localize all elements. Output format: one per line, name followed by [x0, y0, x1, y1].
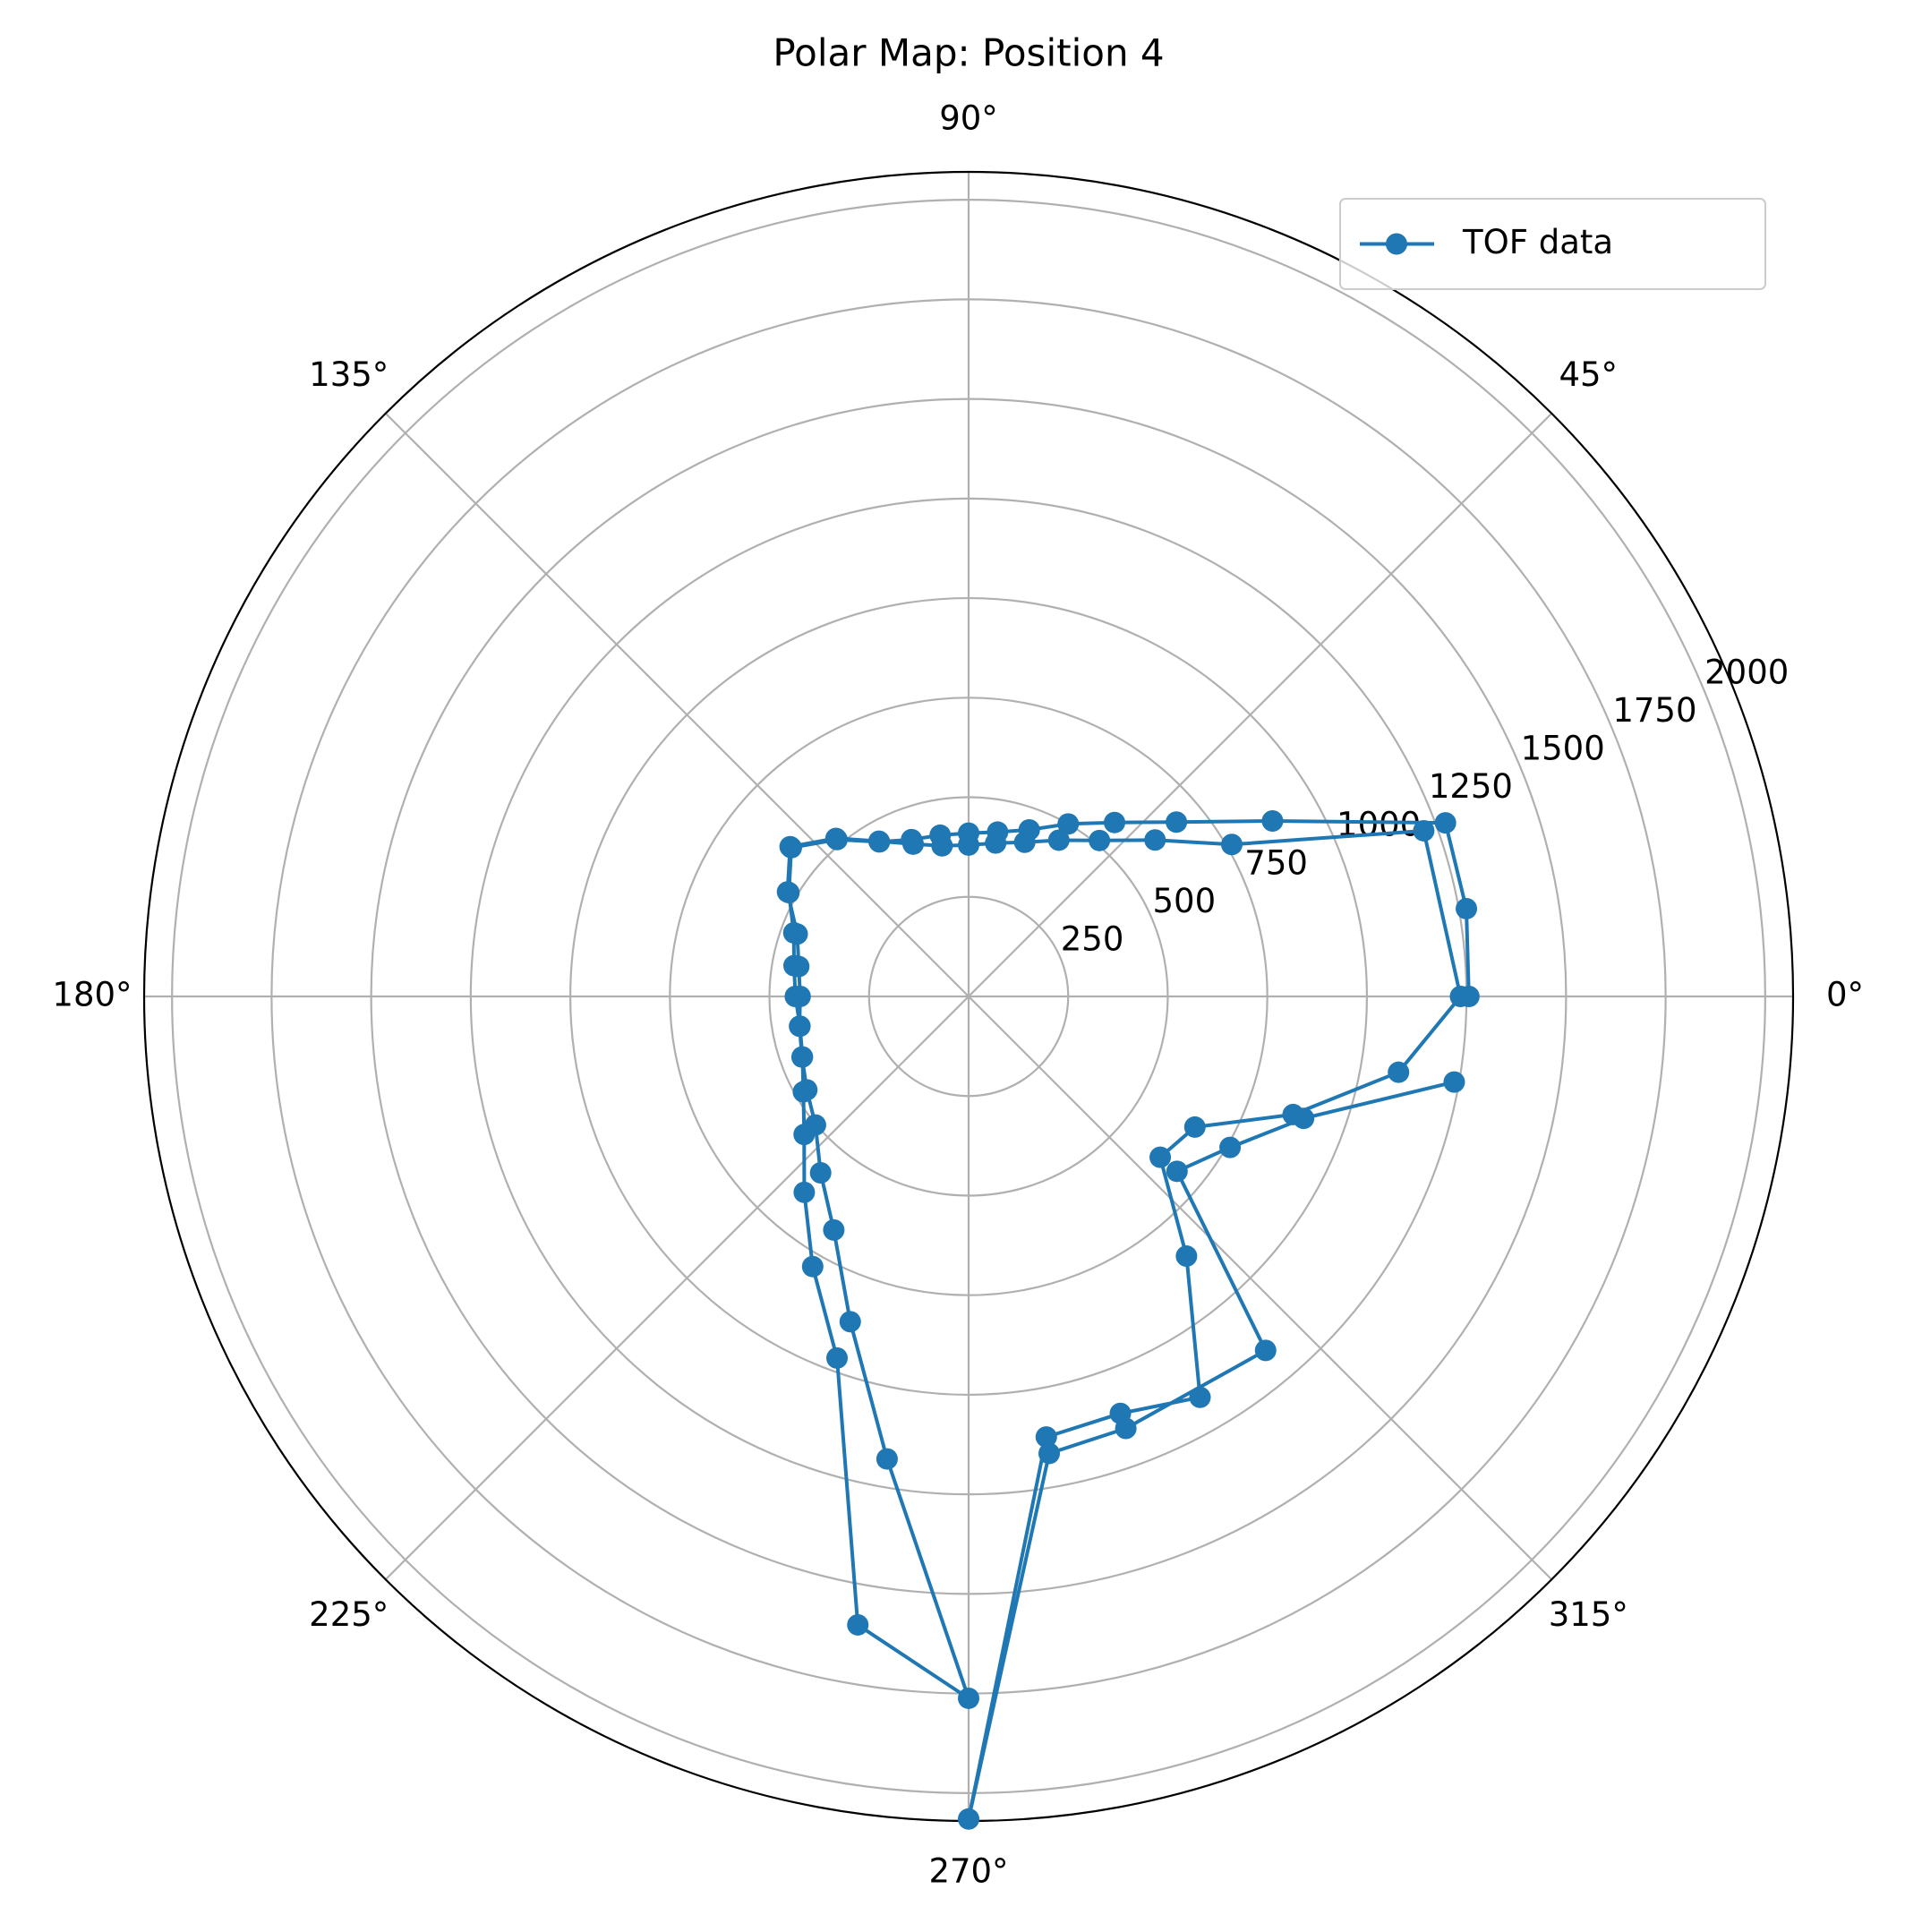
- data-point: [786, 923, 808, 945]
- data-point: [825, 1346, 848, 1369]
- data-point: [790, 1046, 813, 1068]
- data-point: [1047, 829, 1070, 851]
- data-point: [1413, 819, 1435, 842]
- data-point: [839, 1311, 861, 1333]
- x-tick-label: 90°: [939, 98, 998, 137]
- data-point: [1057, 813, 1080, 835]
- data-point: [789, 986, 811, 1007]
- data-point: [1166, 1160, 1188, 1183]
- data-point: [1144, 829, 1166, 851]
- x-tick-label: 45°: [1559, 355, 1618, 394]
- grid-circle: [768, 796, 1169, 1197]
- data-point: [958, 833, 979, 856]
- data-point: [876, 1448, 898, 1470]
- data-point: [847, 1613, 869, 1636]
- grid-line: [384, 412, 970, 997]
- data-point: [1038, 1442, 1061, 1465]
- y-tick-label: 750: [1244, 843, 1308, 882]
- grid-line: [968, 412, 1553, 997]
- data-point: [789, 1015, 811, 1038]
- legend: TOF data: [1339, 198, 1766, 290]
- data-line: [785, 819, 1471, 1821]
- x-tick-label: 270°: [928, 1852, 1008, 1891]
- data-point: [1220, 833, 1243, 856]
- x-tick-label: 180°: [52, 976, 132, 1014]
- data-point: [1456, 897, 1478, 919]
- data-point: [1013, 831, 1036, 853]
- data-point: [1254, 1339, 1277, 1362]
- data-point: [1443, 1071, 1465, 1093]
- data-point: [958, 1687, 979, 1709]
- data-point: [931, 834, 953, 857]
- data-point: [1183, 1116, 1206, 1138]
- data-point: [776, 881, 799, 903]
- data-point: [1449, 986, 1472, 1007]
- data-point: [823, 1218, 845, 1241]
- data-point: [1434, 812, 1457, 834]
- data-point: [1149, 1146, 1172, 1168]
- data-point: [779, 835, 801, 858]
- legend-box: [1339, 198, 1766, 290]
- y-tick-label: 1750: [1612, 691, 1696, 730]
- data-point: [1035, 1426, 1057, 1449]
- data-point: [867, 830, 890, 852]
- data-point: [902, 833, 925, 855]
- data-point: [985, 832, 1007, 854]
- legend-marker: [1386, 233, 1407, 255]
- data-point: [809, 1162, 832, 1184]
- y-tick-label: 2000: [1704, 653, 1789, 691]
- x-tick-label: 0°: [1826, 976, 1864, 1014]
- grid-line: [384, 996, 970, 1581]
- y-tick-label: 1500: [1521, 730, 1605, 768]
- data-point: [1293, 1107, 1315, 1130]
- data-point: [1104, 811, 1126, 833]
- x-tick-label: 315°: [1549, 1595, 1628, 1634]
- data-point: [824, 827, 847, 850]
- grid-circle: [171, 199, 1766, 1794]
- data-point: [1166, 811, 1188, 833]
- y-tick-label: 1250: [1429, 767, 1513, 806]
- data-point: [958, 1808, 979, 1830]
- data-point: [1388, 1061, 1410, 1083]
- data-point: [1189, 1386, 1211, 1408]
- data-point: [801, 1255, 824, 1278]
- y-tick-label: 500: [1153, 882, 1217, 920]
- grid-circle: [669, 697, 1269, 1296]
- grid-circle: [568, 596, 1369, 1397]
- grid-circle: [867, 895, 1070, 1098]
- data-point: [788, 955, 810, 978]
- data-point: [1261, 810, 1284, 833]
- x-tick-label: 225°: [309, 1595, 389, 1634]
- data-point: [1089, 829, 1111, 851]
- y-tick-label: 250: [1061, 919, 1124, 958]
- grid-line: [968, 996, 1553, 1581]
- grid-circle: [370, 398, 1568, 1595]
- data-point: [1219, 1136, 1242, 1158]
- chart-title: Polar Map: Position 4: [773, 31, 1164, 75]
- data-point: [796, 1079, 818, 1101]
- data-point: [1175, 1245, 1198, 1268]
- data-point: [1115, 1417, 1137, 1440]
- x-tick-label: 135°: [309, 355, 389, 394]
- data-point: [804, 1114, 826, 1136]
- legend-label: TOF data: [1462, 223, 1613, 261]
- data-point: [793, 1181, 816, 1203]
- y-tick-label: 1000: [1337, 806, 1421, 844]
